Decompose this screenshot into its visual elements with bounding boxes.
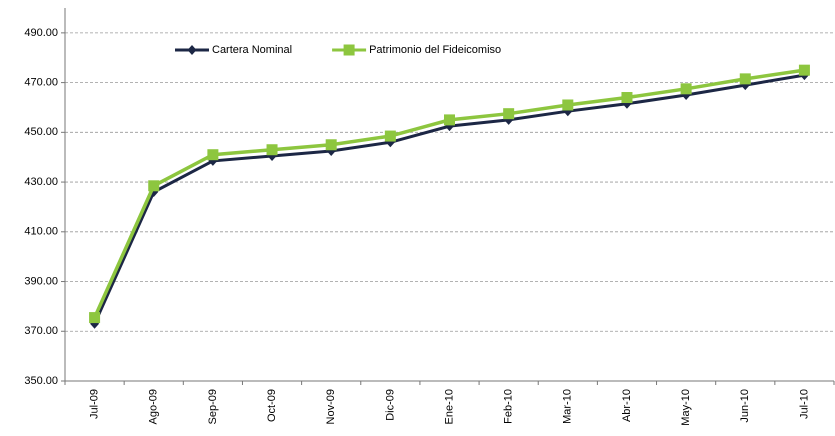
x-tick-label: Sep-09 xyxy=(207,389,219,424)
y-tick-label: 450.00 xyxy=(24,126,58,138)
marker xyxy=(503,108,515,120)
x-tick-label: Dic-09 xyxy=(384,389,396,421)
y-tick-label: 350.00 xyxy=(24,375,58,387)
marker xyxy=(680,83,692,95)
legend-label: Patrimonio del Fideicomiso xyxy=(369,44,501,56)
legend: Cartera Nominal Patrimonio del Fideicomis… xyxy=(175,44,501,56)
y-tick-label: 430.00 xyxy=(24,176,58,188)
y-tick-label: 490.00 xyxy=(24,27,58,39)
y-tick-label: 390.00 xyxy=(24,275,58,287)
x-tick-label: Abr-10 xyxy=(621,389,633,422)
x-tick-label: Jun-10 xyxy=(739,389,751,423)
x-tick-label: Nov-09 xyxy=(325,389,337,424)
series-line xyxy=(93,73,805,325)
marker xyxy=(207,149,219,161)
x-tick-label: Oct-09 xyxy=(266,389,278,422)
y-tick-label: 370.00 xyxy=(24,325,58,337)
series-line xyxy=(92,68,805,319)
marker xyxy=(798,64,810,76)
x-tick-label: Ene-10 xyxy=(443,389,455,424)
marker xyxy=(89,312,101,324)
marker xyxy=(148,180,160,192)
x-tick-label: Jul-10 xyxy=(798,389,810,419)
x-tick-label: May-10 xyxy=(680,389,692,426)
marker xyxy=(187,45,197,55)
marker xyxy=(444,114,455,126)
legend-label: Cartera Nominal xyxy=(212,44,292,56)
y-tick-label: 410.00 xyxy=(24,226,58,238)
marker xyxy=(562,99,574,111)
x-tick-label: Jul-09 xyxy=(88,389,100,419)
marker xyxy=(384,130,396,142)
marker xyxy=(325,139,337,151)
marker xyxy=(621,92,633,104)
marker xyxy=(266,144,278,156)
x-tick-label: Ago-09 xyxy=(148,389,160,424)
x-tick-label: Mar-10 xyxy=(562,389,574,424)
marker xyxy=(343,44,355,56)
y-tick-label: 470.00 xyxy=(24,77,58,89)
marker xyxy=(739,73,751,85)
x-tick-label: Feb-10 xyxy=(503,389,515,424)
